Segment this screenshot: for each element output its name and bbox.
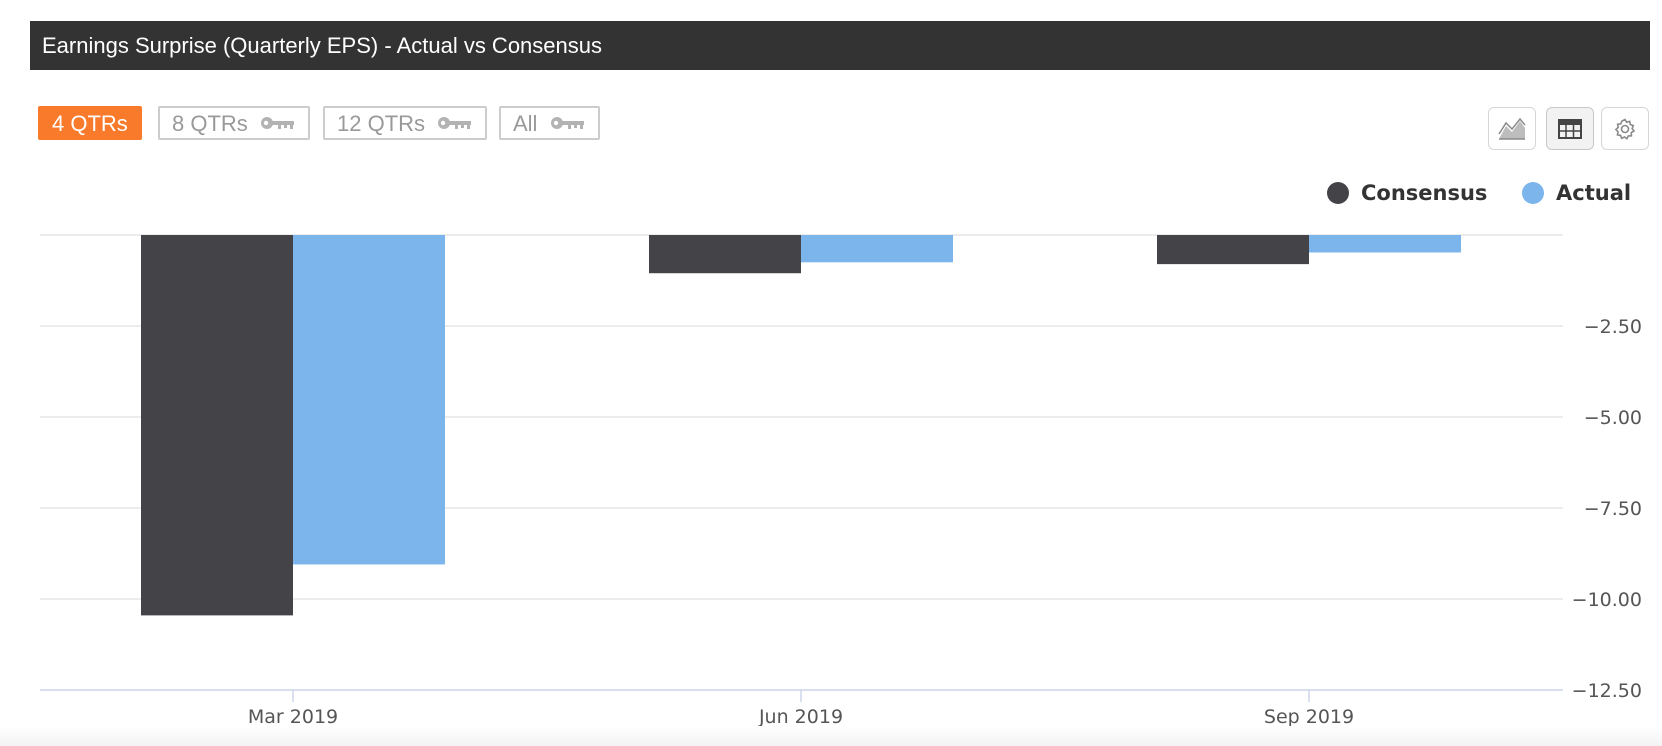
gear-icon <box>1614 117 1636 140</box>
key-icon <box>550 117 584 130</box>
x-tick-label: Mar 2019 <box>248 706 338 728</box>
y-tick-label: −2.50 <box>1584 316 1642 338</box>
bar-actual-3[interactable] <box>1309 235 1461 253</box>
bar-consensus-2[interactable] <box>649 235 801 274</box>
settings-button[interactable] <box>1601 107 1649 150</box>
range-button-8-qtrs[interactable]: 8 QTRs <box>158 106 310 140</box>
y-tick-label: −12.50 <box>1572 680 1642 702</box>
y-tick-label: −10.00 <box>1572 589 1642 611</box>
table-view-button[interactable] <box>1546 107 1594 150</box>
bar-consensus-3[interactable] <box>1157 235 1309 265</box>
bar-actual-1[interactable] <box>293 235 445 565</box>
range-button-12-qtrs[interactable]: 12 QTRs <box>323 106 488 140</box>
area-chart-button[interactable] <box>1488 107 1536 150</box>
legend-item-consensus[interactable]: Consensus <box>1327 180 1487 206</box>
range-button-4-qtrs[interactable]: 4 QTRs <box>38 106 142 140</box>
legend-label: Actual <box>1556 181 1632 205</box>
key-icon <box>438 117 472 130</box>
legend-dot-actual <box>1522 182 1544 204</box>
key-icon <box>260 117 294 130</box>
y-tick-label: −5.00 <box>1584 407 1642 429</box>
legend-dot-consensus <box>1327 182 1349 204</box>
range-button-all[interactable]: All <box>499 106 600 140</box>
legend-item-actual[interactable]: Actual <box>1522 180 1631 206</box>
range-button-label: 4 QTRs <box>52 111 128 136</box>
x-tick-label: Jun 2019 <box>758 706 843 728</box>
legend-label: Consensus <box>1361 181 1488 205</box>
range-button-label: 12 QTRs <box>337 111 426 136</box>
range-button-label: 8 QTRs <box>172 111 248 136</box>
x-tick-label: Sep 2019 <box>1264 706 1354 728</box>
bottom-fade <box>0 726 1662 746</box>
bar-consensus-1[interactable] <box>141 235 293 616</box>
chart-title: Earnings Surprise (Quarterly EPS) - Actu… <box>30 21 1650 70</box>
range-button-label: All <box>513 111 538 136</box>
area-chart-icon <box>1498 117 1526 140</box>
table-icon <box>1558 118 1582 139</box>
y-tick-label: −7.50 <box>1584 498 1642 520</box>
bar-actual-2[interactable] <box>801 235 953 263</box>
